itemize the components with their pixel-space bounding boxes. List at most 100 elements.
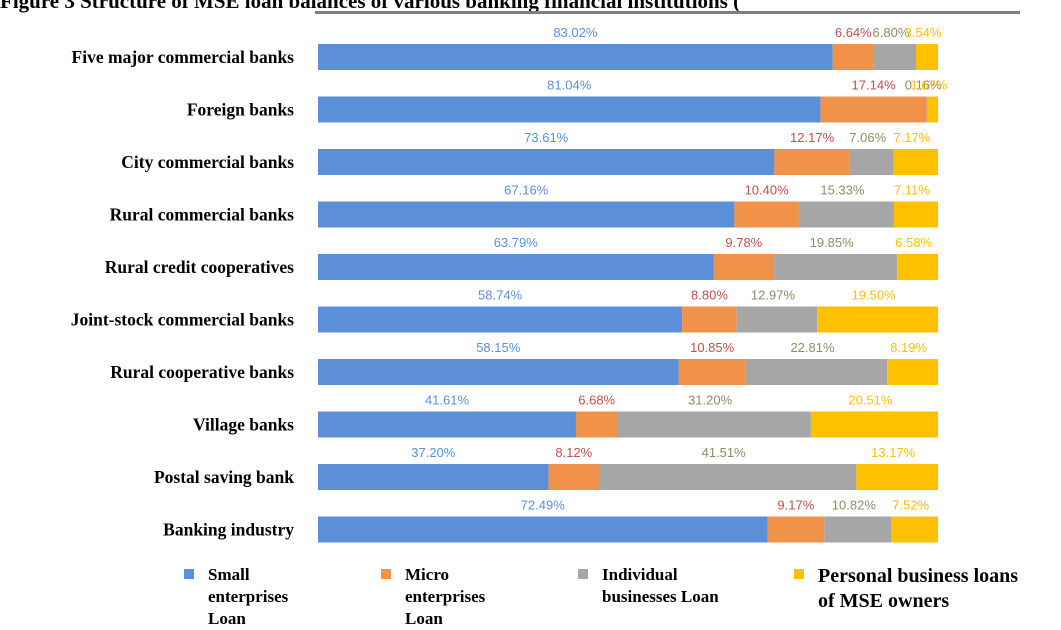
bar-five-major-commercial-banks-series-3 xyxy=(873,44,917,70)
value-label-rural-cooperative-banks-series-3: 22.81% xyxy=(790,340,835,355)
value-label-rural-cooperative-banks-series-4: 8.19% xyxy=(890,340,927,355)
bar-village-banks-series-3 xyxy=(617,411,811,438)
value-label-postal-saving-bank-series-3: 41.51% xyxy=(702,445,747,460)
legend-item-small-enterprises: Small enterprises Loan xyxy=(184,564,288,630)
bar-rural-credit-cooperatives-series-2 xyxy=(713,254,775,280)
bar-banking-industry-series-2 xyxy=(767,516,825,543)
value-label-city-commercial-banks-series-2: 12.17% xyxy=(790,130,835,145)
legend-swatch-micro-enterprises xyxy=(381,569,391,579)
category-label-joint-stock-commercial-banks: Joint-stock commercial banks xyxy=(71,310,294,330)
bar-rural-cooperative-banks-series-2 xyxy=(678,359,746,385)
bar-rural-commercial-banks-series-1 xyxy=(318,201,735,228)
bar-banking-industry-series-3 xyxy=(824,516,892,543)
bar-banking-industry-series-4 xyxy=(891,516,938,543)
bar-rural-credit-cooperatives-series-3 xyxy=(774,254,898,280)
value-label-joint-stock-commercial-banks-series-2: 8.80% xyxy=(691,288,728,303)
value-label-rural-cooperative-banks-series-2: 10.85% xyxy=(690,340,735,355)
legend-swatch-personal-business xyxy=(794,569,804,579)
value-label-rural-credit-cooperatives-series-2: 9.78% xyxy=(725,235,762,250)
bar-rural-credit-cooperatives-series-4 xyxy=(897,254,938,280)
value-label-foreign-banks-series-2: 17.14% xyxy=(852,78,897,93)
bar-foreign-banks-series-3 xyxy=(926,96,928,123)
bar-five-major-commercial-banks-series-2 xyxy=(832,44,874,70)
legend-item-personal-business: Personal business loans of MSE owners xyxy=(794,564,1018,614)
value-label-joint-stock-commercial-banks-series-3: 12.97% xyxy=(751,288,796,303)
value-label-foreign-banks-series-1: 81.04% xyxy=(547,78,592,93)
category-label-postal-saving-bank: Postal saving bank xyxy=(154,467,294,487)
value-label-city-commercial-banks-series-1: 73.61% xyxy=(524,130,569,145)
value-label-postal-saving-bank-series-4: 13.17% xyxy=(871,445,916,460)
legend-label-personal-business: Personal business loans of MSE owners xyxy=(818,565,1019,612)
category-label-foreign-banks: Foreign banks xyxy=(187,100,294,120)
bar-rural-commercial-banks-series-2 xyxy=(734,201,799,228)
legend-swatch-small-enterprises xyxy=(184,569,194,579)
bar-rural-commercial-banks-series-4 xyxy=(893,201,938,228)
value-label-rural-cooperative-banks-series-1: 58.15% xyxy=(476,340,521,355)
bar-joint-stock-commercial-banks-series-3 xyxy=(736,306,818,333)
category-label-banking-industry: Banking industry xyxy=(163,520,294,540)
value-label-rural-commercial-banks-series-1: 67.16% xyxy=(504,183,549,198)
category-label-city-commercial-banks: City commercial banks xyxy=(121,152,294,172)
legend-item-micro-enterprises: Micro enterprises Loan xyxy=(381,564,485,630)
legend-label-small-enterprises: Small enterprises Loan xyxy=(208,565,289,628)
bar-city-commercial-banks-series-2 xyxy=(774,149,850,175)
bar-banking-industry-series-1 xyxy=(318,516,768,543)
value-label-village-banks-series-4: 20.51% xyxy=(848,393,893,408)
value-label-banking-industry-series-2: 9.17% xyxy=(777,498,814,513)
bar-city-commercial-banks-series-1 xyxy=(318,149,775,175)
bar-foreign-banks-series-1 xyxy=(318,96,821,123)
value-label-village-banks-series-3: 31.20% xyxy=(688,393,733,408)
bar-postal-saving-bank-series-2 xyxy=(548,464,599,490)
value-label-village-banks-series-2: 6.68% xyxy=(578,393,615,408)
legend-label-micro-enterprises: Micro enterprises Loan xyxy=(405,565,486,628)
bar-village-banks-series-1 xyxy=(318,411,576,438)
value-label-postal-saving-bank-series-1: 37.20% xyxy=(411,445,456,460)
bar-village-banks-series-2 xyxy=(575,411,618,438)
value-label-rural-credit-cooperatives-series-1: 63.79% xyxy=(494,235,539,250)
value-label-joint-stock-commercial-banks-series-4: 19.50% xyxy=(852,288,897,303)
value-label-five-major-commercial-banks-series-4: 3.54% xyxy=(905,25,942,40)
bar-postal-saving-bank-series-4 xyxy=(856,464,938,490)
legend-label-individual-businesses: Individual businesses Loan xyxy=(602,565,719,606)
bar-city-commercial-banks-series-4 xyxy=(893,149,939,175)
value-label-foreign-banks-series-4: 1.67% xyxy=(910,78,947,93)
value-label-rural-commercial-banks-series-3: 15.33% xyxy=(820,183,865,198)
value-label-city-commercial-banks-series-4: 7.17% xyxy=(893,130,930,145)
value-label-rural-commercial-banks-series-4: 7.11% xyxy=(894,183,930,198)
value-label-banking-industry-series-3: 10.82% xyxy=(832,498,877,513)
category-label-rural-cooperative-banks: Rural cooperative banks xyxy=(110,362,294,382)
bar-rural-cooperative-banks-series-4 xyxy=(887,359,938,385)
value-label-rural-credit-cooperatives-series-4: 6.58% xyxy=(895,235,932,250)
legend-swatch-individual-businesses xyxy=(578,569,588,579)
bar-five-major-commercial-banks-series-4 xyxy=(916,44,938,70)
bar-foreign-banks-series-4 xyxy=(927,96,939,123)
value-label-five-major-commercial-banks-series-1: 83.02% xyxy=(553,25,598,40)
bar-city-commercial-banks-series-3 xyxy=(849,149,894,175)
value-label-banking-industry-series-1: 72.49% xyxy=(521,498,566,513)
bar-five-major-commercial-banks-series-1 xyxy=(318,44,833,70)
value-label-five-major-commercial-banks-series-2: 6.64% xyxy=(835,25,872,40)
bar-joint-stock-commercial-banks-series-4 xyxy=(817,306,939,333)
value-label-rural-commercial-banks-series-2: 10.40% xyxy=(745,183,790,198)
value-label-joint-stock-commercial-banks-series-1: 58.74% xyxy=(478,288,523,303)
category-label-village-banks: Village banks xyxy=(193,415,294,435)
value-label-city-commercial-banks-series-3: 7.06% xyxy=(849,130,886,145)
bar-joint-stock-commercial-banks-series-1 xyxy=(318,306,683,333)
category-label-five-major-commercial-banks: Five major commercial banks xyxy=(72,47,295,67)
category-label-rural-credit-cooperatives: Rural credit cooperatives xyxy=(105,257,294,277)
value-label-village-banks-series-1: 41.61% xyxy=(425,393,470,408)
chart-title: Figure 3 Structure of MSE loan balances … xyxy=(0,0,741,13)
bar-joint-stock-commercial-banks-series-2 xyxy=(682,306,737,333)
value-label-rural-credit-cooperatives-series-3: 19.85% xyxy=(810,235,855,250)
title-rule xyxy=(315,11,1020,14)
bar-village-banks-series-4 xyxy=(810,411,938,438)
value-label-postal-saving-bank-series-2: 8.12% xyxy=(555,445,592,460)
bar-postal-saving-bank-series-3 xyxy=(598,464,857,490)
bar-rural-cooperative-banks-series-3 xyxy=(745,359,888,385)
bar-foreign-banks-series-2 xyxy=(820,96,927,123)
category-label-rural-commercial-banks: Rural commercial banks xyxy=(110,205,295,225)
bar-rural-credit-cooperatives-series-1 xyxy=(318,254,714,280)
bar-rural-cooperative-banks-series-1 xyxy=(318,359,679,385)
legend-item-individual-businesses: Individual businesses Loan xyxy=(578,564,719,608)
